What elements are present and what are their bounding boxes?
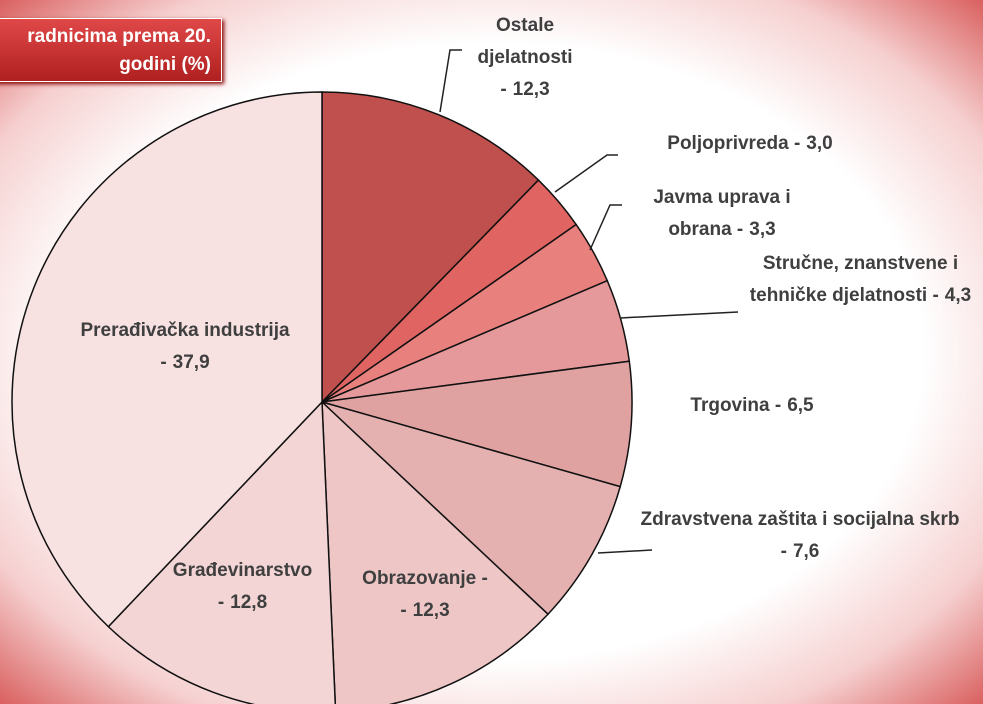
slice-label: Javma uprava i obrana -3,3	[622, 182, 822, 246]
category-label: Zdravstvena zaštita i socijalna skrb -	[640, 509, 960, 562]
pie-slice	[321, 360, 633, 488]
category-label: Prerađivačka industrija -	[80, 320, 290, 373]
value-label: 37,9	[172, 352, 210, 373]
category-label: Trgovina -	[690, 395, 782, 416]
slice-label: Građevinarstvo -12,8	[150, 555, 335, 619]
leader-line	[554, 154, 618, 193]
leader-line	[597, 549, 653, 554]
pie-slice	[11, 91, 323, 628]
pie-slice	[321, 91, 540, 404]
category-label: Ostale djelatnosti -	[477, 15, 573, 100]
leader-line	[619, 311, 739, 319]
value-label: 12,8	[230, 592, 268, 613]
value-label: 12,3	[512, 79, 550, 100]
pie-slice	[321, 401, 622, 616]
slice-label: Ostale djelatnosti -12,3	[460, 10, 590, 106]
pie-slice	[321, 400, 550, 704]
leader-line	[439, 49, 462, 113]
slice-label: Prerađivačka industrija -37,9	[80, 315, 290, 379]
slice-label: Zdravstvena zaštita i socijalna skrb -7,…	[640, 504, 960, 568]
category-label: Obrazovanje - -	[362, 568, 488, 621]
slice-label: Stručne, znanstvene i tehničke djelatnos…	[738, 248, 983, 312]
value-label: 3,0	[806, 133, 833, 154]
category-label: Građevinarstvo -	[172, 560, 313, 613]
leader-line	[589, 204, 622, 251]
value-label: 12,3	[412, 600, 450, 621]
chart-title: radnicima prema 20. godini (%)	[0, 18, 222, 82]
value-label: 7,6	[792, 541, 820, 562]
value-label: 6,5	[787, 395, 814, 416]
value-label: 4,3	[944, 285, 972, 306]
category-label: Poljoprivreda -	[667, 133, 801, 154]
slice-label: Trgovina -6,5	[652, 390, 852, 422]
slice-label: Obrazovanje - -12,3	[340, 563, 510, 627]
pie-slice	[107, 400, 337, 704]
category-label: Stručne, znanstvene i tehničke djelatnos…	[749, 253, 959, 306]
slice-label: Poljoprivreda -3,0	[620, 128, 880, 160]
category-label: Javma uprava i obrana -	[653, 187, 791, 240]
value-label: 3,3	[749, 219, 776, 240]
